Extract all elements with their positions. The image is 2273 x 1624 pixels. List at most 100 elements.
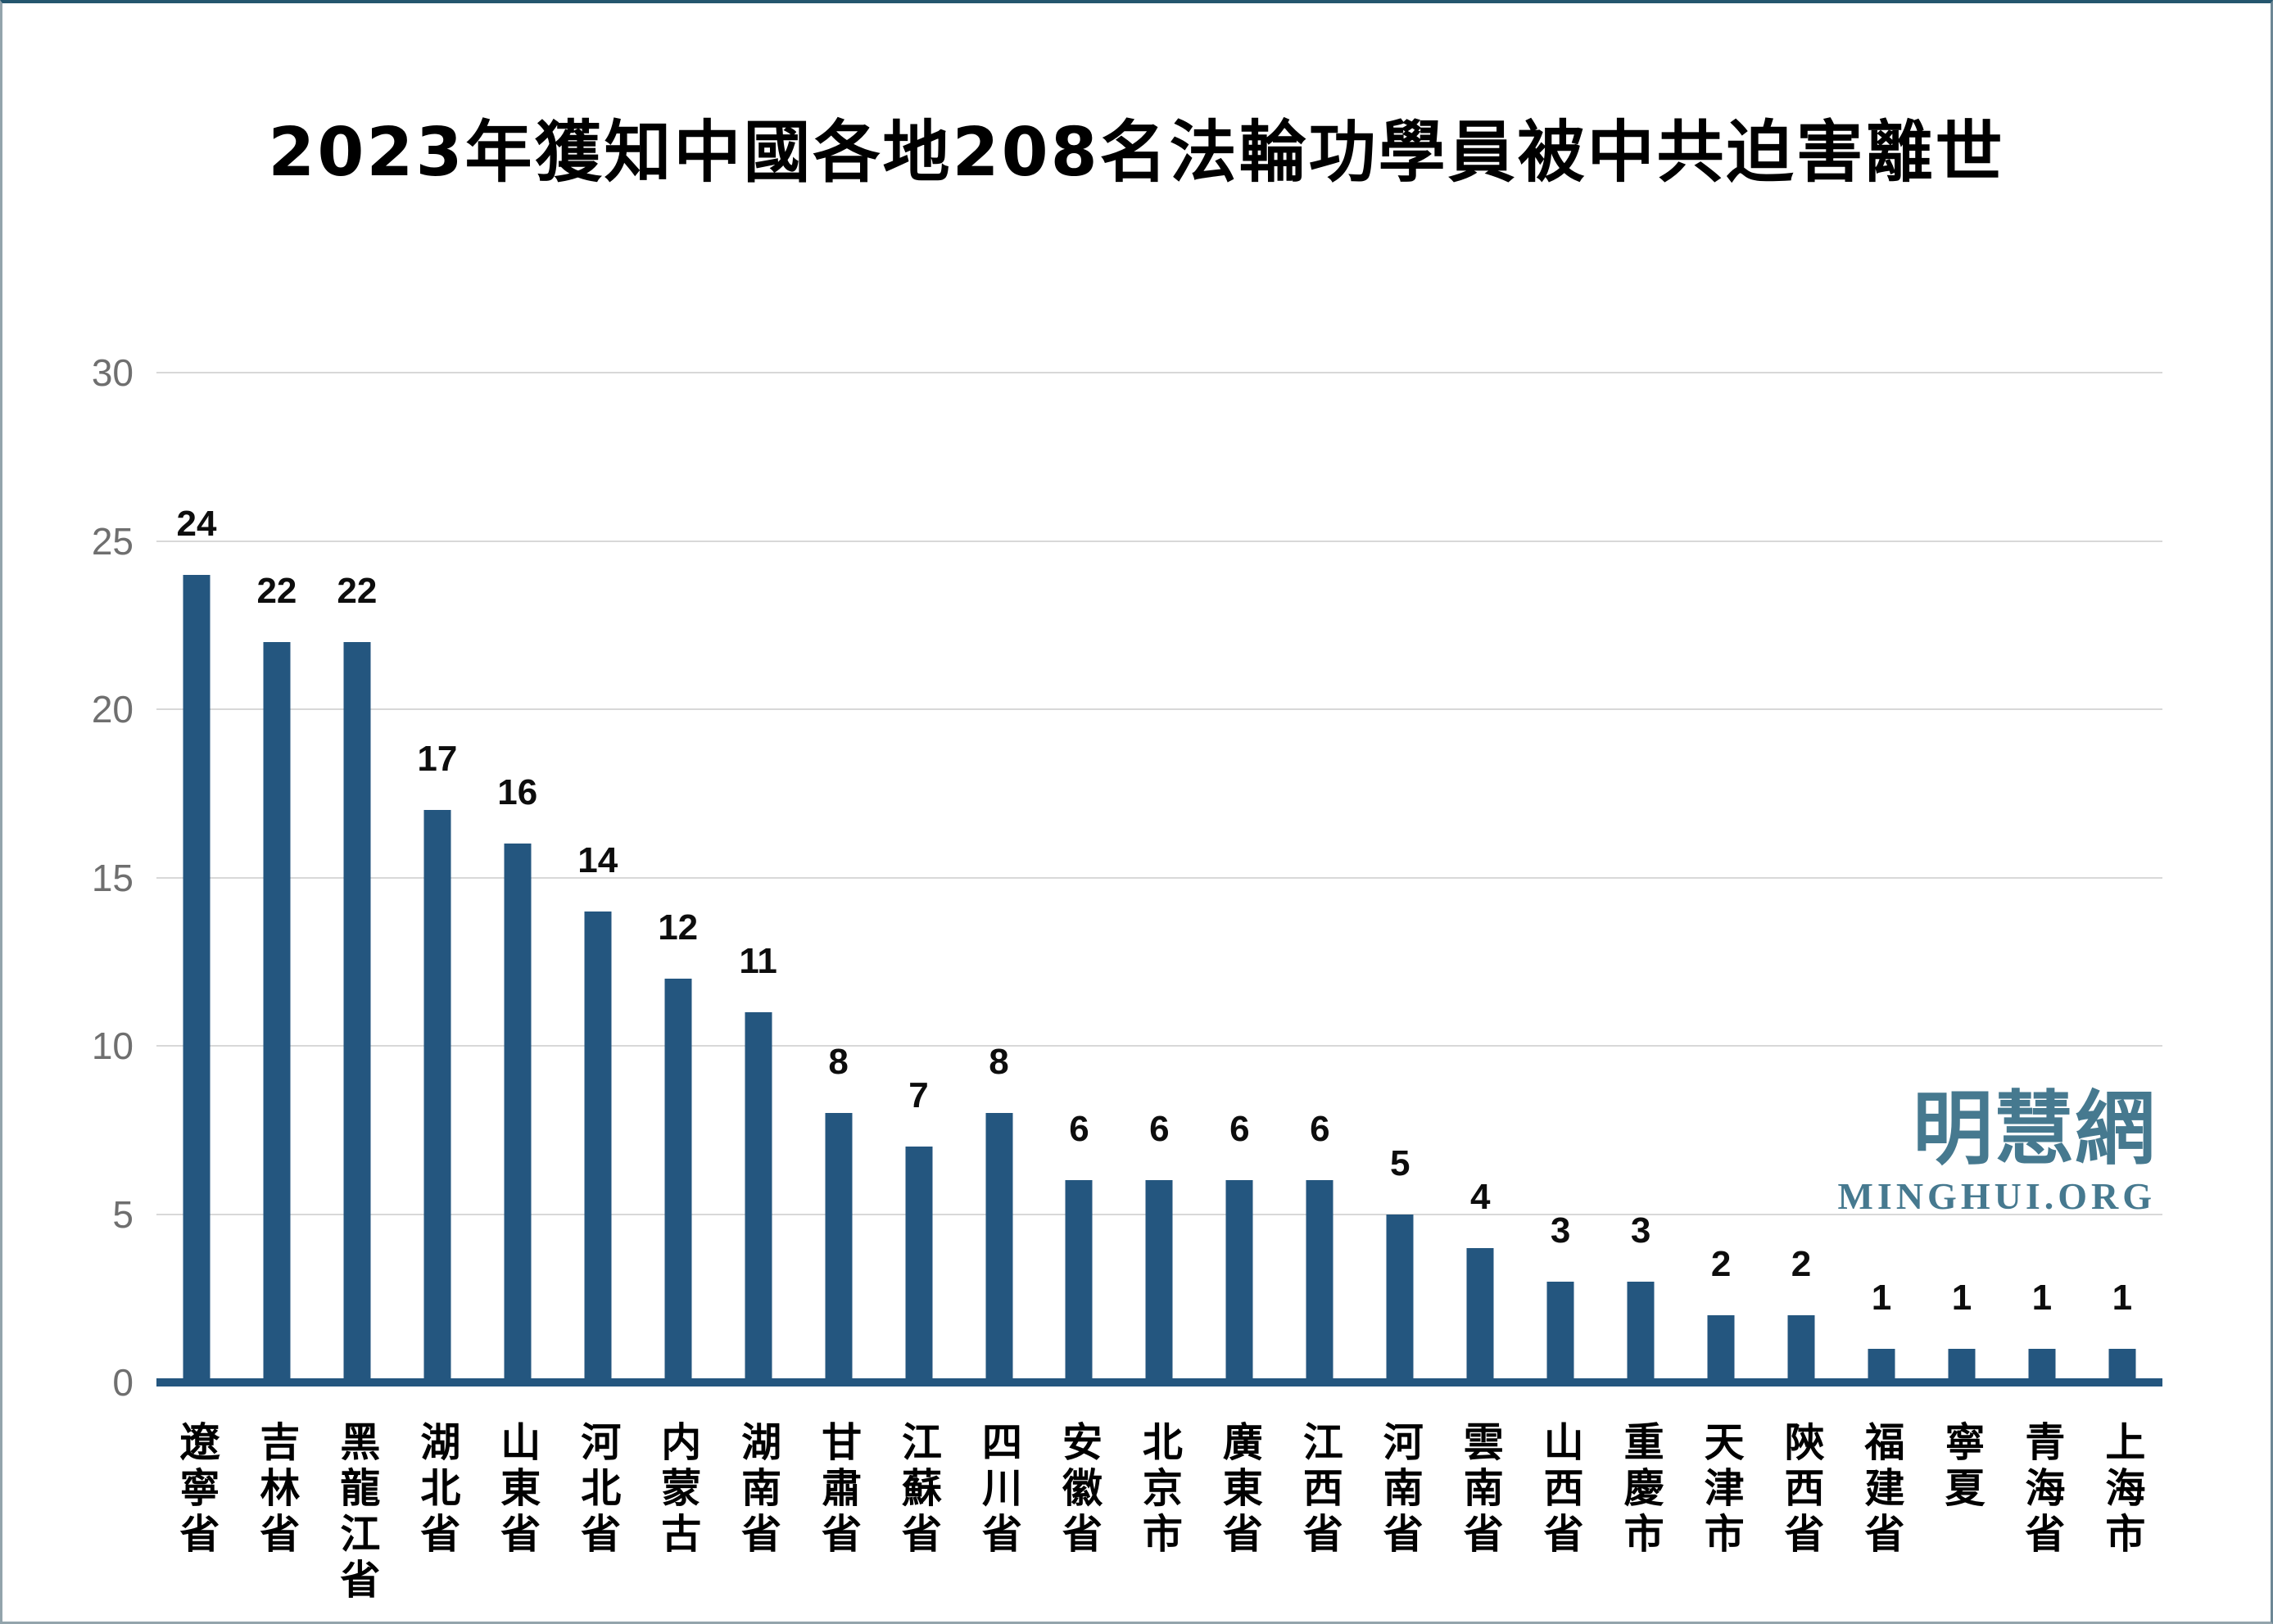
x-axis-label: 四川省: [976, 1421, 1022, 1558]
bar-value-label: 8: [828, 1042, 849, 1083]
x-axis-label: 内蒙古: [654, 1421, 702, 1558]
x-axis-label: 河北省: [574, 1421, 622, 1558]
bar-value-label: 8: [989, 1042, 1009, 1083]
bars-row: 24 22 22 17 16 14 12 11 8 7 8 6 6 6 6 5 4 3 3 2 2 1 1 1 1: [156, 373, 2162, 1382]
y-axis-tick-label: 30: [91, 351, 134, 394]
x-axis-label: 雲南省: [1456, 1421, 1504, 1558]
x-axis-label: 江西省: [1296, 1421, 1343, 1558]
x-axis-label-slot: 寧夏: [1922, 1421, 2002, 1604]
x-axis-label: 遼寧省: [173, 1421, 220, 1558]
bar-value-label: 22: [256, 570, 297, 611]
bar-slot: 22: [237, 373, 317, 1382]
bar-slot: 7: [879, 373, 959, 1382]
x-axis-label-slot: 河北省: [558, 1421, 638, 1604]
x-axis-label-slot: 河南省: [1360, 1421, 1440, 1604]
x-axis-label-slot: 山東省: [478, 1421, 558, 1604]
gridline: [156, 540, 2162, 542]
x-axis-label-slot: 黑龍江省: [317, 1421, 397, 1604]
bar: [504, 844, 532, 1382]
bar: [1707, 1314, 1735, 1382]
bar: [1868, 1348, 1895, 1382]
y-axis-tick-label: 10: [91, 1025, 134, 1067]
bar: [985, 1113, 1012, 1382]
x-axis-label: 北京市: [1135, 1421, 1183, 1558]
bar: [584, 911, 612, 1382]
bar-value-label: 1: [2112, 1277, 2133, 1318]
bar-value-label: 12: [658, 907, 699, 948]
bar: [1466, 1247, 1494, 1382]
x-axis-label: 天津市: [1697, 1421, 1745, 1558]
bar: [1225, 1180, 1253, 1382]
x-axis-label: 山西省: [1537, 1421, 1584, 1558]
x-axis-label-slot: 甘肅省: [799, 1421, 879, 1604]
bar-value-label: 17: [417, 739, 458, 780]
watermark-minghui-cjk: 明慧網: [1912, 1083, 2156, 1176]
x-axis-label-slot: 内蒙古: [638, 1421, 718, 1604]
gridline: [156, 1045, 2162, 1047]
x-axis-label: 吉林省: [253, 1421, 301, 1558]
gridline: [156, 372, 2162, 373]
x-axis-label: 重慶市: [1617, 1421, 1664, 1558]
x-axis-label-slot: 陝西省: [1761, 1421, 1841, 1604]
bar-slot: 3: [1601, 373, 1681, 1382]
x-axis-label: 福建省: [1858, 1421, 1905, 1558]
bar: [825, 1113, 853, 1382]
x-axis-label: 黑龍江省: [333, 1421, 381, 1604]
x-axis-labels: 遼寧省 吉林省 黑龍江省 湖北省 山東省 河北省 内蒙古 湖南省 甘肅省 江蘇省 四川省 安徽省 北京市…: [156, 1421, 2162, 1604]
bar-slot: 24: [156, 373, 237, 1382]
bar: [664, 978, 692, 1382]
bar-value-label: 6: [1069, 1109, 1089, 1150]
bar: [2028, 1348, 2056, 1382]
bar: [343, 641, 371, 1382]
x-axis-label-slot: 天津市: [1681, 1421, 1761, 1604]
x-axis-label-slot: 湖北省: [397, 1421, 478, 1604]
x-axis-label: 廣東省: [1216, 1421, 1263, 1558]
x-axis-label-slot: 四川省: [959, 1421, 1039, 1604]
x-axis-label: 寧夏: [1938, 1421, 1985, 1513]
bar: [1546, 1281, 1574, 1382]
x-axis-label-slot: 北京市: [1119, 1421, 1199, 1604]
bar: [1306, 1180, 1333, 1382]
x-axis-label: 青海省: [2018, 1421, 2066, 1558]
bar-slot: 6: [1279, 373, 1360, 1382]
bar-value-label: 14: [577, 839, 618, 880]
bar-slot: 11: [718, 373, 799, 1382]
bar-value-label: 3: [1630, 1210, 1651, 1251]
bar-value-label: 16: [497, 772, 538, 813]
bar-slot: 6: [1039, 373, 1119, 1382]
x-axis-label-slot: 山西省: [1520, 1421, 1601, 1604]
bar: [1065, 1180, 1093, 1382]
bar-slot: 2: [1761, 373, 1841, 1382]
x-axis-label-slot: 廣東省: [1199, 1421, 1279, 1604]
bar: [263, 641, 291, 1382]
x-axis-label-slot: 吉林省: [237, 1421, 317, 1604]
x-axis-label-slot: 湖南省: [718, 1421, 799, 1604]
bar-slot: 6: [1199, 373, 1279, 1382]
bar-slot: 5: [1360, 373, 1440, 1382]
x-axis-label-slot: 雲南省: [1440, 1421, 1520, 1604]
bar: [1787, 1314, 1815, 1382]
bar-slot: 1: [2082, 373, 2162, 1382]
gridline: [156, 708, 2162, 710]
x-axis-label: 湖北省: [414, 1421, 461, 1558]
bar-value-label: 22: [337, 570, 378, 611]
x-axis-label-slot: 江蘇省: [879, 1421, 959, 1604]
bar-value-label: 2: [1791, 1243, 1812, 1284]
bar-slot: 1: [1922, 373, 2002, 1382]
bar-slot: 8: [799, 373, 879, 1382]
bar: [745, 1011, 772, 1382]
bar-slot: 16: [478, 373, 558, 1382]
bar: [423, 810, 451, 1382]
x-axis-label: 山東省: [494, 1421, 541, 1558]
x-axis-label-slot: 江西省: [1279, 1421, 1360, 1604]
bar-value-label: 1: [2031, 1277, 2053, 1318]
x-axis-label: 江蘇省: [895, 1421, 943, 1558]
x-axis-label: 陝西省: [1777, 1421, 1825, 1558]
bar: [1145, 1180, 1173, 1382]
bar-value-label: 11: [739, 940, 777, 981]
bar: [1386, 1214, 1414, 1382]
chart-title: 2023年獲知中國各地208名法輪功學員被中共迫害離世: [268, 114, 2005, 192]
bar-value-label: 7: [908, 1075, 929, 1116]
x-axis-label: 上海市: [2099, 1421, 2146, 1558]
